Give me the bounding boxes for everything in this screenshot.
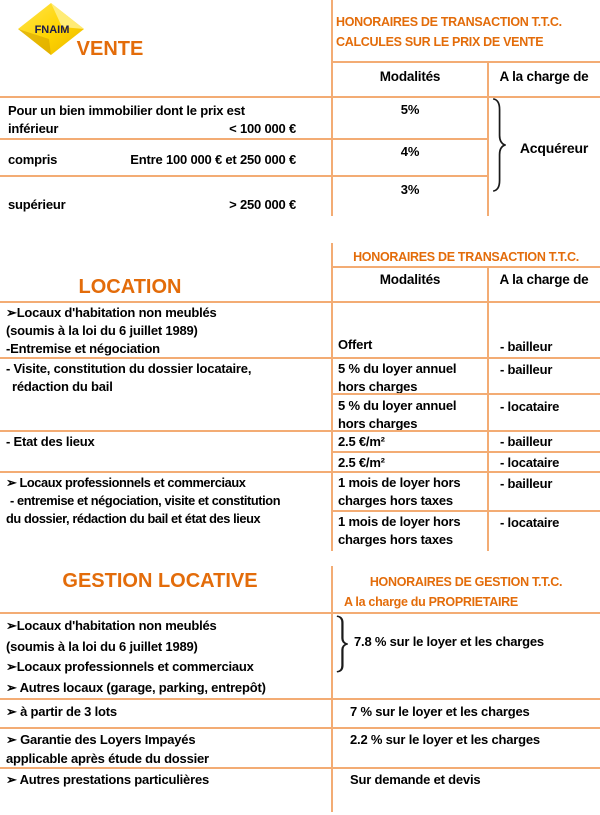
vente-col-modalites: Modalités	[379, 69, 441, 84]
divider-h	[0, 138, 489, 140]
desc-line: (soumis à la loi du 6 juillet 1989)	[6, 323, 198, 338]
logo-text: FNAIM	[35, 24, 70, 36]
gestion-row1-desc: ➢Locaux d'habitation non meublés (soumis…	[6, 616, 266, 698]
location-rowC-modalite-1: 2.5 €/m²	[338, 434, 385, 449]
divider-h	[0, 698, 600, 700]
tier-range: > 250 000 €	[229, 197, 296, 212]
gestion-header-line2: A la charge du PROPRIETAIRE	[344, 594, 518, 609]
vente-tier-row: inférieur < 100 000 €	[8, 120, 296, 138]
gestion-row1-fee: 7.8 % sur le loyer et les charges	[354, 634, 544, 649]
vente-charge-value: Acquéreur	[519, 140, 589, 156]
location-rowC-charge-2: - locataire	[500, 455, 560, 470]
gestion-row2-desc: ➢ à partir de 3 lots	[6, 704, 117, 719]
desc-line: ➢ Autres locaux (garage, parking, entrep…	[6, 679, 266, 695]
location-rowB-charge-1: - bailleur	[500, 362, 553, 377]
divider-v	[487, 266, 489, 551]
divider-h	[0, 612, 600, 614]
vente-header-line1: HONORAIRES DE TRANSACTION T.T.C.	[336, 15, 562, 29]
divider-h	[0, 727, 600, 729]
gestion-row2-fee: 7 % sur le loyer et les charges	[350, 704, 530, 719]
tier-rate: 4%	[400, 144, 420, 159]
gestion-section-title: GESTION LOCATIVE	[62, 570, 258, 592]
divider-h	[332, 61, 600, 63]
vente-tier-row: compris Entre 100 000 € et 250 000 €	[8, 151, 296, 169]
gestion-header: HONORAIRES DE GESTION T.T.C. A la charge…	[336, 573, 596, 612]
brace-gestion	[335, 615, 351, 678]
desc-line: - Visite, constitution du dossier locata…	[6, 361, 252, 376]
divider-h	[0, 430, 600, 432]
desc-line: ➢Locaux professionnels et commerciaux	[6, 659, 254, 674]
location-rowC-desc: - Etat des lieux	[6, 434, 95, 449]
vente-section-title: VENTE	[76, 38, 144, 60]
vente-intro: Pour un bien immobilier dont le prix est	[8, 103, 245, 118]
fnaim-logo: FNAIM	[18, 3, 84, 55]
divider-h	[332, 266, 600, 268]
desc-line: ➢ Garantie des Loyers Impayés	[6, 732, 196, 747]
tier-range: Entre 100 000 € et 250 000 €	[130, 152, 296, 167]
desc-line: (soumis à la loi du 6 juillet 1989)	[6, 638, 198, 654]
desc-line: applicable après étude du dossier	[6, 750, 209, 766]
gestion-row4-desc: ➢ Autres prestations particulières	[6, 772, 210, 787]
divider-v	[487, 61, 489, 216]
desc-line: rédaction du bail	[12, 379, 113, 394]
tier-label: inférieur	[8, 121, 59, 136]
location-rowA-modalite: Offert	[338, 337, 373, 352]
location-rowD-modalite-2: 1 mois de loyer hors charges hors taxes	[338, 514, 461, 547]
divider-h	[0, 357, 600, 359]
gestion-header-line1: HONORAIRES DE GESTION T.T.C.	[369, 575, 563, 589]
tier-label: compris	[8, 152, 58, 167]
divider-h	[0, 301, 600, 303]
location-section-title: LOCATION	[78, 276, 182, 298]
divider-h	[332, 451, 600, 453]
divider-h	[0, 96, 600, 98]
location-rowB-modalite-2: 5 % du loyer annuel hors charges	[338, 398, 457, 431]
brace-acquereur	[491, 97, 508, 198]
tier-label: supérieur	[8, 197, 66, 212]
location-rowD-desc: ➢ Locaux professionnels et commerciaux -…	[6, 474, 281, 528]
desc-line: du dossier, rédaction du bail et état de…	[6, 511, 261, 526]
location-header: HONORAIRES DE TRANSACTION T.T.C.	[353, 250, 579, 264]
vente-col-charge: A la charge de	[499, 69, 589, 84]
tier-range: < 100 000 €	[229, 121, 296, 136]
location-rowA-charge: - bailleur	[500, 339, 553, 354]
divider-h	[332, 510, 600, 512]
tier-rate: 5%	[400, 102, 420, 117]
vente-tier-row: supérieur > 250 000 €	[8, 196, 296, 214]
divider-h	[0, 767, 600, 769]
location-col-modalites: Modalités	[379, 272, 441, 287]
divider-v	[331, 566, 333, 812]
gestion-row3-desc: ➢ Garantie des Loyers Impayés applicable…	[6, 731, 209, 768]
location-rowB-modalite-1: 5 % du loyer annuel hors charges	[338, 361, 457, 394]
divider-h	[0, 471, 600, 473]
location-rowC-modalite-2: 2.5 €/m²	[338, 455, 385, 470]
desc-line: ➢Locaux d'habitation non meublés	[6, 305, 217, 320]
divider-v	[331, 0, 333, 216]
location-rowD-charge-2: - locataire	[500, 515, 560, 530]
desc-line: ➢ Locaux professionnels et commerciaux	[6, 475, 246, 490]
location-rowC-charge-1: - bailleur	[500, 434, 553, 449]
divider-h	[332, 393, 600, 395]
location-rowB-desc: - Visite, constitution du dossier locata…	[6, 360, 251, 396]
gestion-row3-fee: 2.2 % sur le loyer et les charges	[350, 732, 540, 747]
desc-line: ➢Locaux d'habitation non meublés	[6, 618, 217, 633]
desc-line: - entremise et négociation, visite et co…	[10, 493, 281, 508]
location-rowD-charge-1: - bailleur	[500, 476, 553, 491]
tier-rate: 3%	[400, 182, 420, 197]
location-rowB-charge-2: - locataire	[500, 399, 560, 414]
vente-header: HONORAIRES DE TRANSACTION T.T.C. CALCULE…	[336, 12, 598, 52]
desc-line: -Entremise et négociation	[6, 341, 160, 356]
location-rowA-desc: ➢Locaux d'habitation non meublés (soumis…	[6, 304, 217, 358]
location-rowD-modalite-1: 1 mois de loyer hors charges hors taxes	[338, 475, 461, 508]
divider-v	[331, 243, 333, 551]
gestion-row4-fee: Sur demande et devis	[350, 772, 481, 787]
location-col-charge: A la charge de	[499, 272, 589, 287]
vente-header-line2: CALCULES SUR LE PRIX DE VENTE	[336, 35, 544, 49]
divider-h	[0, 175, 489, 177]
